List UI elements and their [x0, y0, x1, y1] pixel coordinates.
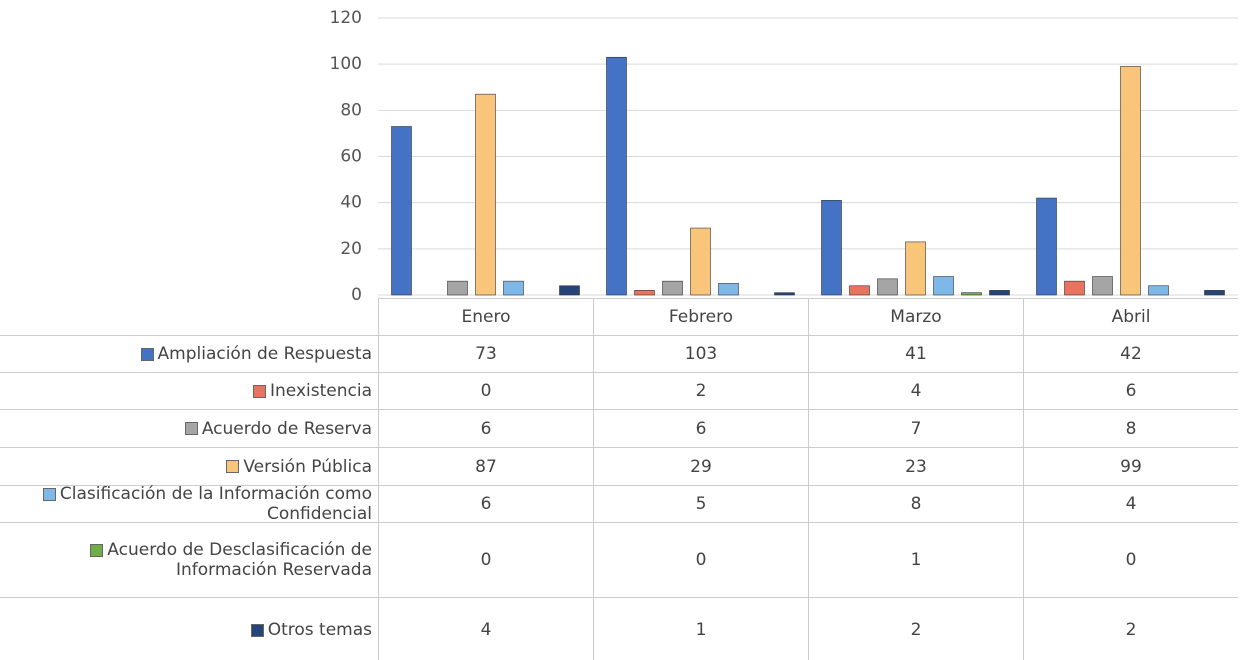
bar [934, 277, 954, 295]
bar [719, 283, 739, 295]
table-value: 42 [1023, 335, 1238, 372]
bar [448, 281, 468, 295]
page: 020406080100120 EneroFebreroMarzoAbrilAm… [0, 0, 1242, 660]
y-tick-label: 100 [330, 54, 362, 74]
legend-swatch [185, 422, 198, 435]
table-value: 1 [593, 597, 808, 660]
legend-entry: Clasificación de la Información como Con… [0, 485, 378, 522]
legend-swatch [253, 385, 266, 398]
y-tick-label: 60 [340, 147, 362, 167]
y-tick-label: 0 [351, 285, 362, 305]
legend-entry: Otros temas [0, 597, 378, 660]
table-value: 8 [808, 485, 1023, 522]
table-value: 4 [808, 372, 1023, 409]
y-tick-label: 80 [340, 100, 362, 120]
table-value: 4 [378, 597, 593, 660]
table-value: 73 [378, 335, 593, 372]
table-value: 7 [808, 409, 1023, 447]
legend-label: Clasificación de la Información como Con… [12, 484, 372, 524]
bar [1149, 286, 1169, 295]
bar [392, 126, 412, 295]
table-value: 4 [1023, 485, 1238, 522]
legend-swatch [141, 348, 154, 361]
legend-swatch [226, 460, 239, 473]
table-value: 6 [1023, 372, 1238, 409]
legend-swatch [43, 488, 56, 501]
table-value: 6 [593, 409, 808, 447]
legend-label: Inexistencia [253, 381, 372, 401]
x-tick-label: Marzo [808, 298, 1023, 335]
bar [990, 290, 1010, 295]
x-tick-label: Febrero [593, 298, 808, 335]
table-value: 6 [378, 409, 593, 447]
table-value: 23 [808, 447, 1023, 485]
table-value: 0 [378, 372, 593, 409]
legend-entry: Acuerdo de Reserva [0, 409, 378, 447]
table-value: 103 [593, 335, 808, 372]
table-value: 0 [593, 522, 808, 597]
y-tick-label: 40 [340, 193, 362, 213]
y-tick-label: 20 [340, 239, 362, 259]
table-value: 2 [808, 597, 1023, 660]
table-value: 2 [593, 372, 808, 409]
legend-entry: Inexistencia [0, 372, 378, 409]
legend-label: Otros temas [251, 620, 372, 640]
bar [850, 286, 870, 295]
bar [1093, 277, 1113, 295]
bar [906, 242, 926, 295]
table-value: 2 [1023, 597, 1238, 660]
bar [504, 281, 524, 295]
table-value: 6 [378, 485, 593, 522]
bar [635, 290, 655, 295]
bar [663, 281, 683, 295]
bar [822, 200, 842, 295]
table-value: 87 [378, 447, 593, 485]
table-value: 0 [378, 522, 593, 597]
legend-label: Acuerdo de Reserva [185, 419, 372, 439]
legend-entry: Ampliación de Respuesta [0, 335, 378, 372]
legend-label: Versión Pública [226, 457, 372, 477]
table-value: 29 [593, 447, 808, 485]
bar [878, 279, 898, 295]
bar [560, 286, 580, 295]
table-value: 99 [1023, 447, 1238, 485]
bar [1037, 198, 1057, 295]
legend-entry: Versión Pública [0, 447, 378, 485]
bar [691, 228, 711, 295]
x-tick-label: Abril [1023, 298, 1238, 335]
bar [607, 57, 627, 295]
legend-swatch [90, 544, 103, 557]
legend-label: Ampliación de Respuesta [141, 344, 372, 364]
bar [775, 293, 795, 295]
table-value: 8 [1023, 409, 1238, 447]
table-value: 5 [593, 485, 808, 522]
table-value: 1 [808, 522, 1023, 597]
bar [1065, 281, 1085, 295]
x-tick-label: Enero [378, 298, 593, 335]
legend-label: Acuerdo de Desclasificación de Informaci… [12, 540, 372, 580]
legend-entry: Acuerdo de Desclasificación de Informaci… [0, 522, 378, 597]
table-value: 0 [1023, 522, 1238, 597]
bar [476, 94, 496, 295]
y-tick-label: 120 [330, 8, 362, 28]
bar [1205, 290, 1225, 295]
table-value: 41 [808, 335, 1023, 372]
bar [1121, 66, 1141, 295]
legend-swatch [251, 624, 264, 637]
bar [962, 293, 982, 295]
